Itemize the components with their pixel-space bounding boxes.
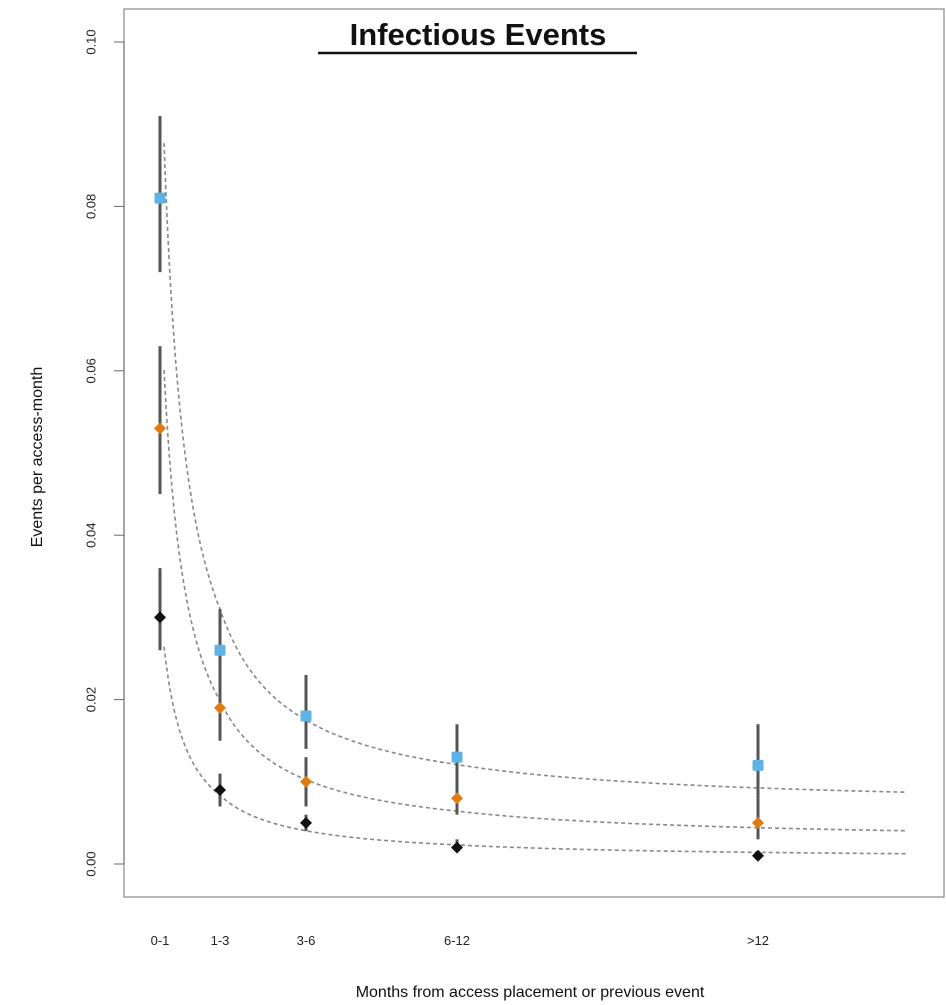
y-axis: 0.00 0.02 0.04 0.06 0.08 0.10 bbox=[83, 29, 125, 877]
y-tick-label: 0.02 bbox=[83, 687, 98, 712]
data-points bbox=[154, 192, 764, 862]
point-s2-2 bbox=[300, 816, 312, 829]
y-tick-label: 0.04 bbox=[83, 523, 98, 548]
point-s1-3 bbox=[451, 792, 463, 805]
fit-curve-2 bbox=[163, 646, 907, 855]
fit-curves bbox=[163, 143, 907, 855]
point-s0-0 bbox=[154, 192, 166, 204]
chart-title: Infectious Events bbox=[350, 17, 607, 52]
point-s0-2 bbox=[300, 710, 312, 722]
point-s0-1 bbox=[214, 644, 226, 656]
point-s2-4 bbox=[752, 849, 764, 862]
y-tick-label: 0.10 bbox=[83, 29, 98, 54]
error-bars bbox=[158, 115, 760, 859]
point-s1-2 bbox=[300, 775, 312, 788]
point-s2-3 bbox=[451, 841, 463, 854]
x-tick-label: 0-1 bbox=[151, 933, 170, 948]
x-tick-label: 3-6 bbox=[297, 933, 316, 948]
point-s1-0 bbox=[154, 422, 166, 435]
fit-curve-0 bbox=[163, 143, 907, 793]
y-axis-title: Events per access-month bbox=[29, 367, 46, 548]
fit-curve-1 bbox=[163, 369, 907, 832]
x-tick-label: >12 bbox=[747, 933, 769, 948]
plot-frame bbox=[123, 8, 945, 898]
x-tick-label: 1-3 bbox=[211, 933, 230, 948]
point-s1-1 bbox=[214, 701, 226, 714]
y-tick-label: 0.06 bbox=[83, 358, 98, 383]
x-axis: 0-1 1-3 3-6 6-12 >12 bbox=[151, 933, 769, 948]
point-s2-1 bbox=[214, 784, 226, 797]
y-tick-label: 0.08 bbox=[83, 194, 98, 219]
x-axis-title: Months from access placement or previous… bbox=[356, 984, 705, 1001]
y-tick-label: 0.00 bbox=[83, 851, 98, 876]
point-s2-0 bbox=[154, 611, 166, 624]
x-tick-label: 6-12 bbox=[444, 933, 470, 948]
point-s0-3 bbox=[451, 751, 463, 763]
point-s0-4 bbox=[752, 759, 764, 771]
point-s1-4 bbox=[752, 816, 764, 829]
